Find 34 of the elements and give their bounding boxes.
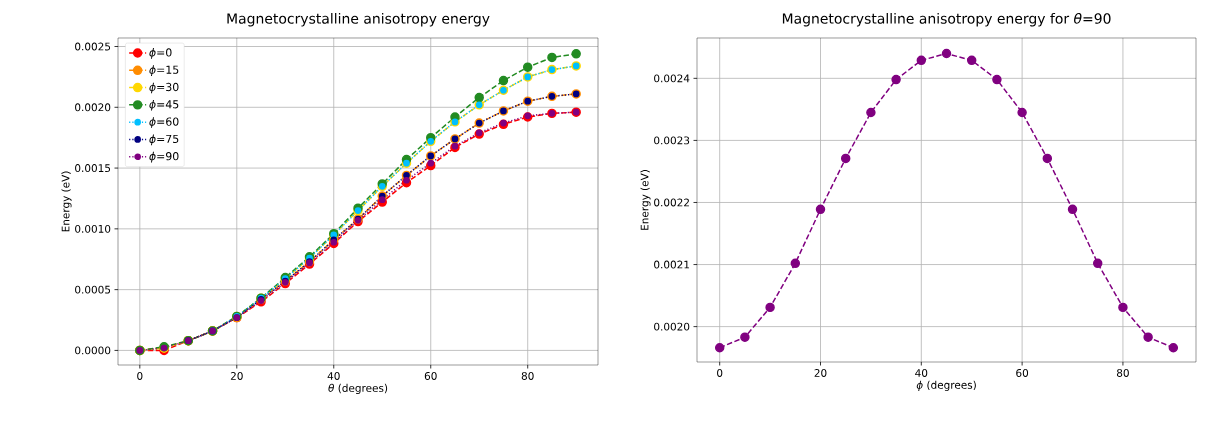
y-tick-label: 0.0000 xyxy=(75,346,111,355)
x-tick-label: 60 xyxy=(1016,369,1029,377)
y-tick-label: 0.0005 xyxy=(75,285,111,294)
x-tick-label: 20 xyxy=(814,369,827,377)
y-tick-label: 0.0022 xyxy=(654,198,689,207)
legend-label: ϕ=0 xyxy=(149,48,172,59)
legend-label: ϕ=90 xyxy=(149,151,179,163)
chart-title: Magnetocrystalline anisotropy energy for θ=90 xyxy=(782,12,1111,27)
x-tick-label: 60 xyxy=(424,372,437,380)
x-axis-title: θ (degrees) xyxy=(328,383,388,394)
x-tick-label: 40 xyxy=(915,369,928,377)
legend-label: ϕ=30 xyxy=(149,82,179,94)
x-tick-label: 40 xyxy=(327,372,340,380)
x-axis-title: ϕ (degrees) xyxy=(916,380,976,391)
y-tick-label: 0.0025 xyxy=(75,42,111,51)
legend-label: ϕ=60 xyxy=(149,117,179,128)
y-tick-label: 0.0010 xyxy=(75,224,111,233)
y-tick-label: 0.0024 xyxy=(654,74,690,83)
y-tick-label: 0.0020 xyxy=(75,103,111,112)
x-tick-label: 20 xyxy=(230,372,243,380)
y-axis-title: Energy (eV) xyxy=(61,171,72,232)
x-tick-label: 0 xyxy=(717,369,723,377)
y-tick-label: 0.0023 xyxy=(654,136,690,145)
y-tick-label: 0.0015 xyxy=(75,164,111,173)
legend-label: ϕ=75 xyxy=(149,134,179,146)
x-tick-label: 80 xyxy=(1116,369,1129,377)
x-tick-label: 80 xyxy=(521,372,534,380)
y-tick-label: 0.0021 xyxy=(654,260,690,269)
y-axis-title: Energy (eV) xyxy=(640,170,651,230)
x-tick-label: 0 xyxy=(137,372,143,380)
y-tick-label: 0.0020 xyxy=(654,322,690,331)
legend-label: ϕ=45 xyxy=(149,99,179,111)
chart-title: Magnetocrystalline anisotropy energy xyxy=(227,13,490,27)
legend-label: ϕ=15 xyxy=(149,65,179,76)
